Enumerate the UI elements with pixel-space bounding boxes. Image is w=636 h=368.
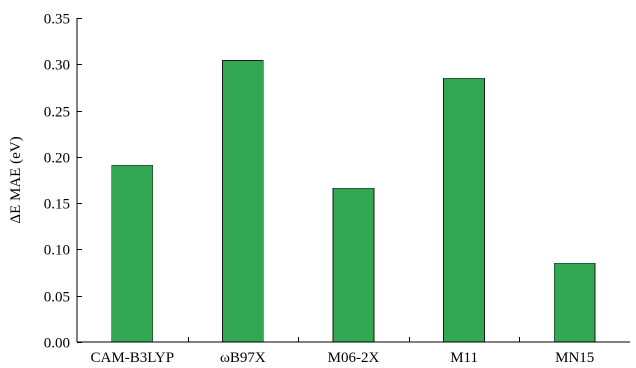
bar--b97x [221,60,264,343]
x-tick-label: M11 [450,350,478,366]
y-tick-label: 0.35 [44,12,70,28]
x-tick-label: M06-2X [328,350,380,366]
bars-group [111,60,596,343]
x-tick-label: MN15 [555,350,594,366]
y-tick-label: 0.30 [44,58,70,74]
y-tick-label: 0.10 [44,243,70,259]
y-tick-label: 0.25 [44,105,70,121]
x-tick-label: ωB97X [220,350,266,366]
y-tick-label: 0.05 [44,290,70,306]
y-tick-label: 0.15 [44,197,70,213]
y-axis-ticks: 0.00 0.05 0.10 0.15 0.20 0.25 0.30 0.35 [44,12,82,352]
bar-mn15 [553,262,596,343]
y-tick-label: 0.20 [44,151,70,167]
bar-cam-b3lyp [111,164,154,343]
bar-m06-2x [332,187,375,343]
x-tick-label: CAM-B3LYP [91,350,175,366]
y-axis-title: ΔE MAE (eV) [8,136,24,223]
y-tick-label: 0.00 [44,336,70,352]
bar-m11 [443,77,485,343]
x-axis-ticks: CAM-B3LYP ωB97X M06-2X M11 MN15 [91,337,594,366]
